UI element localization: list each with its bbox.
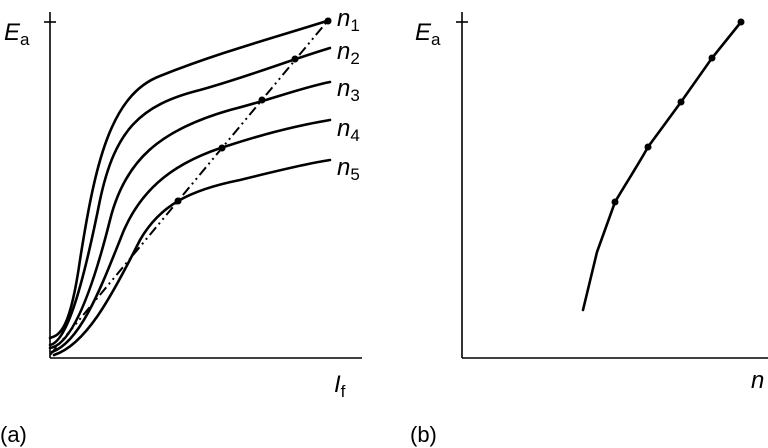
caption: (b)	[410, 422, 437, 447]
curve	[50, 118, 332, 354]
label-sub: 3	[350, 86, 359, 105]
label-sub: 1	[350, 16, 359, 35]
panel-b: Ea n (b)	[410, 12, 768, 447]
dot	[611, 198, 619, 206]
label-main: E	[4, 19, 21, 46]
curve-label: n2	[337, 38, 360, 68]
curve	[48, 46, 332, 347]
curve	[48, 18, 332, 340]
dot	[644, 143, 652, 151]
label-sub: 4	[350, 126, 359, 145]
dot	[291, 55, 299, 63]
points	[611, 18, 745, 206]
label-main: n	[337, 75, 350, 102]
y-label: Ea	[415, 19, 441, 49]
label-sub: a	[20, 30, 30, 49]
label-main: n	[337, 5, 350, 32]
label-main: n	[337, 115, 350, 142]
caption: (a)	[0, 422, 27, 447]
label-sub: a	[431, 30, 441, 49]
intersection-dots	[174, 17, 332, 205]
dot	[677, 98, 685, 106]
label-main: n	[337, 38, 350, 65]
curve	[581, 20, 743, 312]
label-sub: 5	[350, 165, 359, 184]
resistance-line	[49, 17, 331, 356]
dot	[737, 18, 745, 26]
curve-label: n5	[337, 154, 360, 184]
dot	[708, 54, 716, 62]
curve-label: n4	[337, 115, 360, 145]
curve-label: n1	[337, 5, 360, 35]
curve-label: n3	[337, 75, 360, 105]
curve	[48, 80, 332, 350]
label-main: E	[415, 19, 432, 46]
curve	[52, 158, 332, 357]
x-label: If	[334, 371, 346, 401]
label-main: I	[334, 371, 341, 398]
label-sub: 2	[350, 49, 359, 68]
label-main: n	[337, 154, 350, 181]
label-sub: f	[341, 382, 346, 401]
dot	[218, 144, 226, 152]
panel-a: Ea If n1 n2 n3 n4 n5 (a)	[0, 5, 362, 447]
y-label: Ea	[4, 19, 30, 49]
x-label: n	[751, 367, 764, 394]
dot	[258, 96, 266, 104]
dot	[324, 17, 332, 25]
dot	[174, 197, 182, 205]
